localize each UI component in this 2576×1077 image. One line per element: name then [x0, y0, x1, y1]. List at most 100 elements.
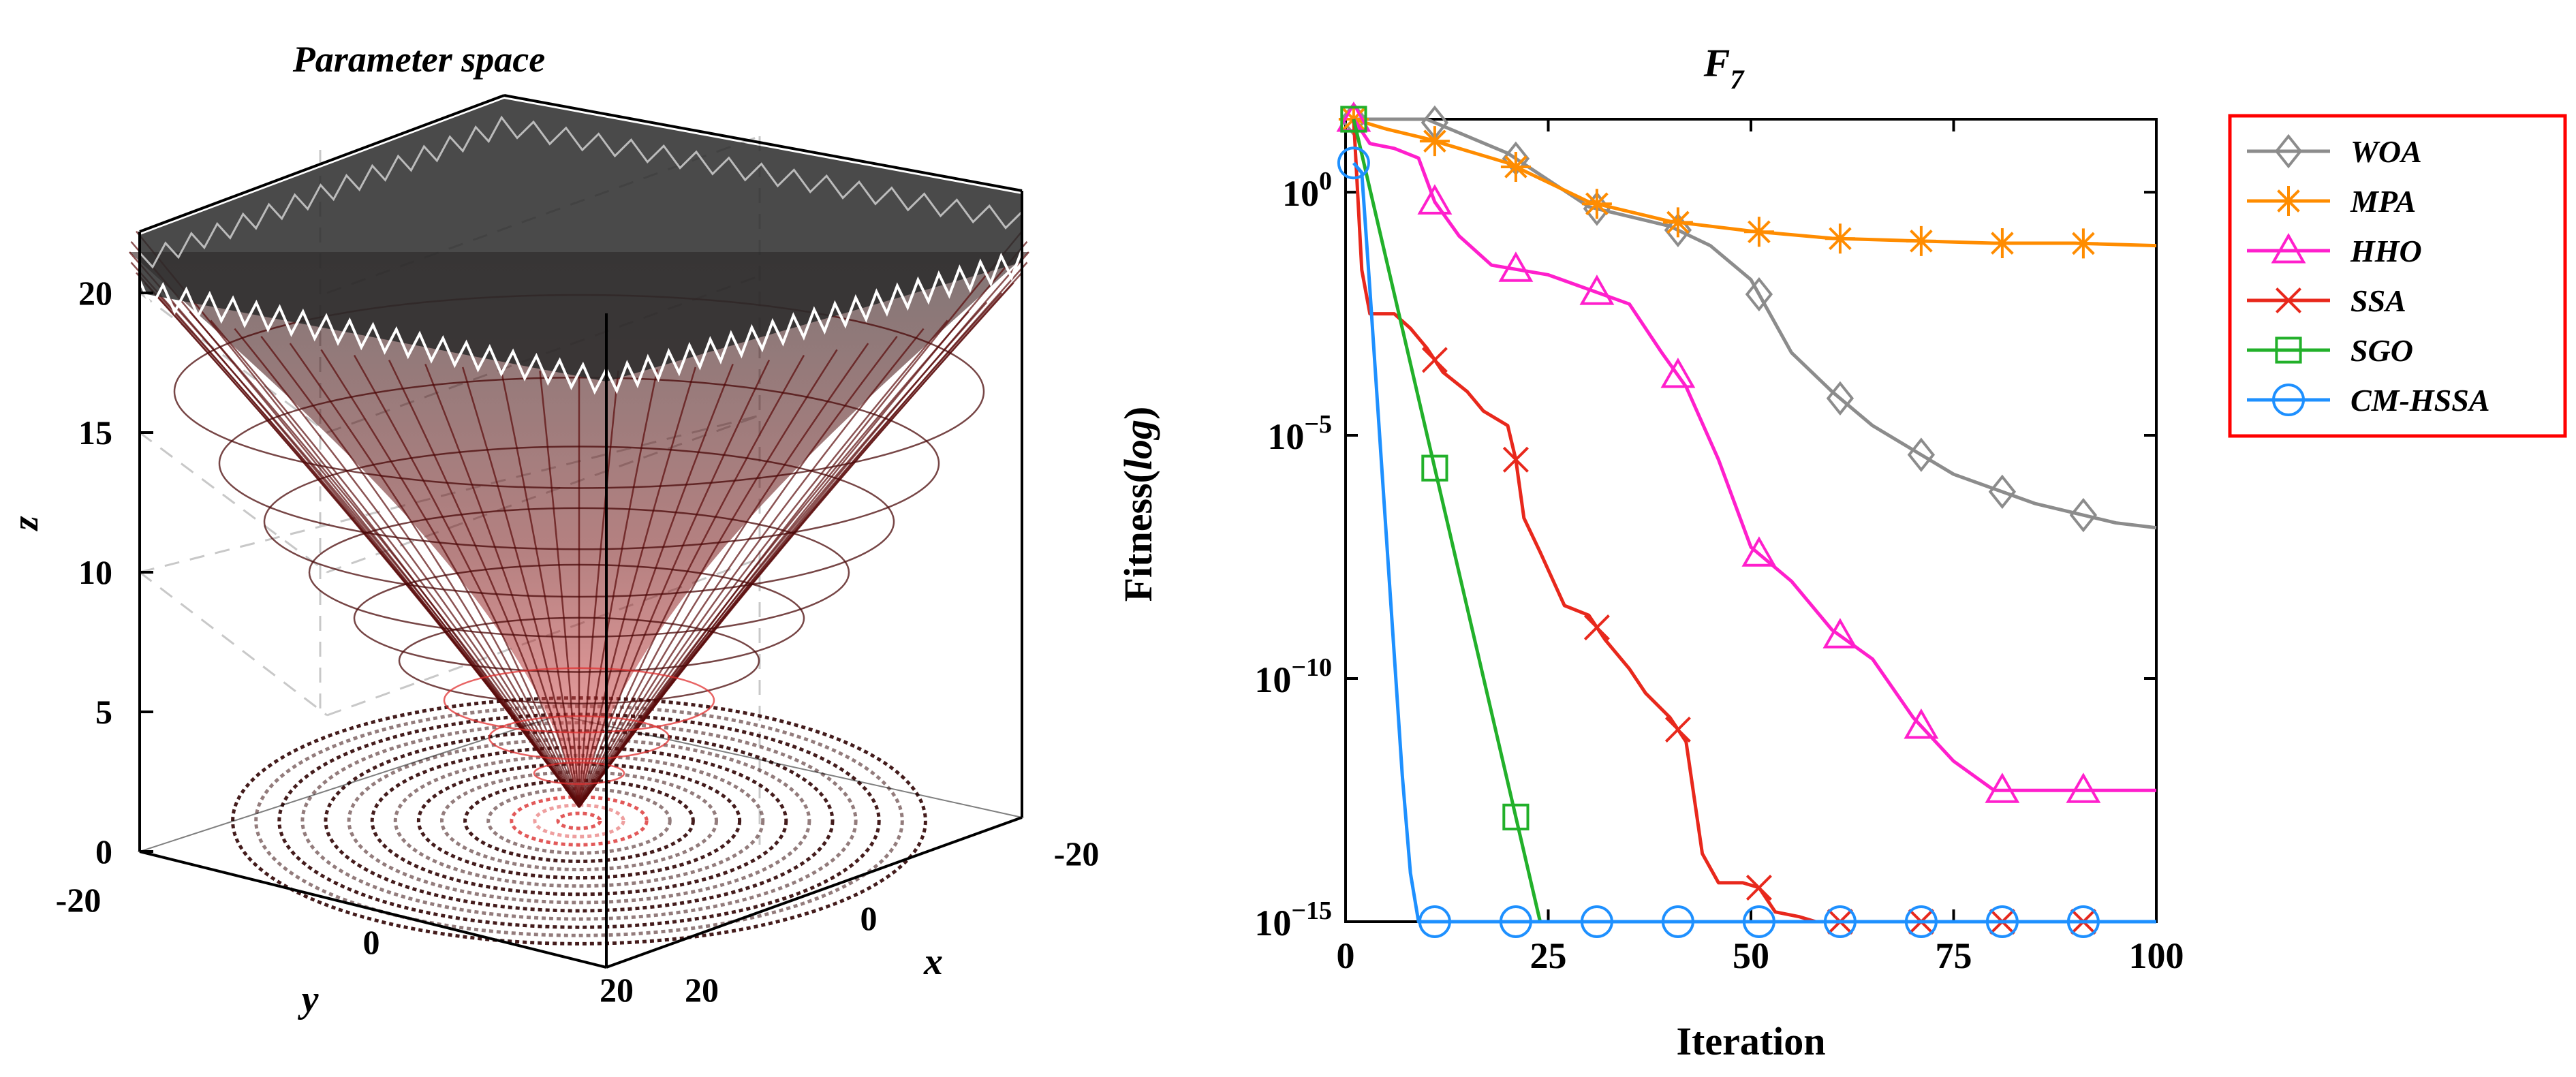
z-tick-label: 0 — [95, 832, 112, 871]
mesh-line — [578, 319, 948, 808]
z-tick-label: 10 — [78, 553, 112, 591]
mesh-line — [578, 371, 619, 808]
series-line — [1352, 119, 2156, 924]
legend-marker — [2274, 186, 2303, 216]
x-tick-label: -20 — [1054, 834, 1100, 873]
mesh-line — [388, 360, 580, 808]
legend-item-hho: HHO — [2247, 232, 2422, 268]
legend-label: CM-HSSA — [2350, 383, 2490, 418]
floor-contours — [137, 696, 1025, 969]
z-tick-label: 15 — [78, 413, 112, 452]
data-point — [1825, 223, 1855, 254]
x-ticks: 20 0 -20 x — [685, 834, 1099, 1009]
floor-ring — [556, 811, 602, 830]
legend-box — [2228, 114, 2567, 438]
data-point — [1741, 536, 1777, 567]
data-point — [1904, 905, 1938, 938]
floor-ring — [300, 721, 858, 921]
legend-label: SGO — [2350, 333, 2413, 368]
legend-marker — [2271, 232, 2306, 264]
data-point — [1742, 905, 1775, 938]
mesh-line — [578, 230, 1023, 808]
x-tick-label: 0 — [1337, 935, 1355, 976]
series-cm-hssa — [1337, 146, 2156, 938]
wall-grid-line — [139, 431, 328, 574]
x-tick-label: 100 — [2129, 935, 2184, 976]
legend-marker — [2274, 134, 2303, 169]
data-point — [2066, 772, 2101, 803]
x-tick-label: 50 — [1733, 935, 1769, 976]
x-axis-line — [606, 816, 1023, 969]
y-tick-label: -20 — [56, 881, 102, 919]
data-point — [1498, 251, 1534, 282]
data-point — [1421, 347, 1448, 373]
y-ticks: -20 0 20 y — [56, 881, 634, 1020]
mesh-ring — [353, 563, 805, 673]
mesh-line — [353, 354, 580, 808]
legend-label: HHO — [2350, 234, 2422, 268]
x-tick-label: 25 — [1530, 935, 1567, 976]
data-point — [1499, 905, 1532, 938]
data-point — [2068, 228, 2098, 259]
data-point — [1664, 716, 1691, 743]
data-point — [1743, 217, 1774, 247]
y-axis-label: Fitness(log) — [1116, 407, 1160, 602]
series-line — [1352, 118, 2156, 792]
series-hho — [1336, 101, 2156, 803]
series-ssa — [1352, 119, 2156, 935]
title-main: F — [1703, 41, 1731, 85]
mesh-line — [578, 360, 771, 808]
legend-label: SSA — [2350, 283, 2406, 318]
series-line — [1353, 117, 2157, 530]
x-tick-label: 75 — [1936, 935, 1972, 976]
data-point — [1662, 207, 1693, 238]
legend: WOA MPA HHO SSA SGO CM-HSSA — [2228, 114, 2567, 438]
data-point — [1664, 213, 1692, 247]
data-point — [2066, 905, 2100, 938]
data-point — [1502, 803, 1530, 830]
mesh-line — [320, 349, 580, 808]
rim-teeth-back — [138, 115, 1023, 269]
wall-grid-line — [139, 571, 328, 717]
mesh-line — [130, 240, 580, 808]
mesh-ring — [488, 715, 670, 760]
mesh-line — [210, 319, 580, 808]
data-point — [1502, 446, 1529, 473]
data-point — [1579, 275, 1615, 305]
y-tick-label: 10−5 — [1267, 410, 1332, 457]
surface-plot-panel: Parameter space — [5, 39, 1099, 1020]
rim-band — [138, 99, 1023, 395]
data-point — [1340, 106, 1367, 133]
data-point — [1745, 875, 1772, 901]
mesh-line — [578, 343, 869, 808]
mesh-line — [424, 363, 580, 808]
x-axis-label: x — [923, 941, 943, 983]
data-point — [1823, 905, 1857, 938]
mesh-ring — [308, 507, 850, 638]
z-ticks: 0 5 10 15 20 z — [5, 274, 153, 871]
data-point — [1419, 126, 1450, 157]
data-point — [1418, 905, 1451, 938]
data-point — [1988, 474, 2017, 510]
data-point — [1826, 381, 1855, 416]
data-point — [1660, 357, 1696, 388]
y-axis-line — [139, 850, 607, 969]
legend-marker — [2272, 384, 2305, 416]
z-tick-label: 5 — [95, 693, 112, 731]
mesh-line — [578, 354, 805, 808]
x-axis-label: Iteration — [1676, 1019, 1825, 1063]
legend-label: WOA — [2350, 134, 2422, 169]
data-point — [1581, 189, 1612, 219]
data-point — [1661, 905, 1694, 938]
mesh-line — [234, 328, 580, 808]
top-edge-line — [503, 94, 1023, 192]
legend-marker — [2275, 287, 2302, 314]
legend-item-cm-hssa: CM-HSSA — [2247, 383, 2490, 418]
rim-fill — [140, 99, 1022, 381]
floor-ring — [486, 787, 672, 855]
series-mpa — [1338, 104, 2157, 259]
data-point — [1745, 277, 1773, 312]
title-subscript: 7 — [1730, 64, 1745, 95]
mesh-line — [578, 369, 658, 808]
convergence-title: F7 — [1703, 41, 1745, 95]
